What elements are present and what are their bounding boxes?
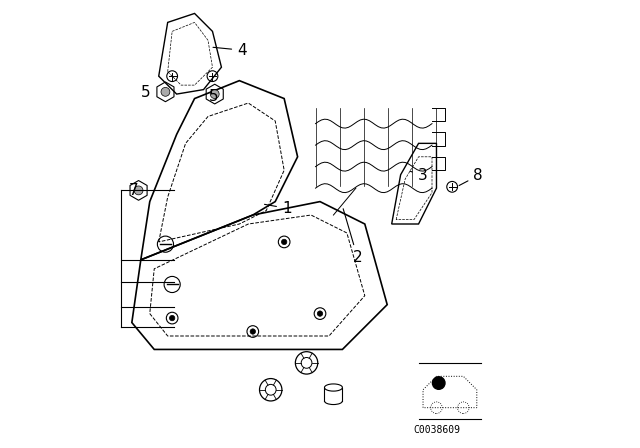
Circle shape — [433, 377, 445, 389]
Text: 3: 3 — [410, 168, 428, 183]
Text: 2: 2 — [343, 209, 362, 265]
Text: 7: 7 — [129, 183, 138, 198]
Text: 5: 5 — [209, 89, 219, 104]
Text: 5: 5 — [141, 85, 151, 100]
Circle shape — [282, 239, 287, 245]
Text: 1: 1 — [264, 201, 292, 216]
Circle shape — [161, 87, 170, 96]
Text: C0038609: C0038609 — [413, 425, 460, 435]
Circle shape — [134, 186, 143, 195]
Circle shape — [317, 311, 323, 316]
Text: 8: 8 — [459, 168, 483, 185]
Text: 4: 4 — [213, 43, 247, 58]
Circle shape — [211, 90, 219, 99]
Circle shape — [170, 315, 175, 321]
Circle shape — [250, 329, 255, 334]
